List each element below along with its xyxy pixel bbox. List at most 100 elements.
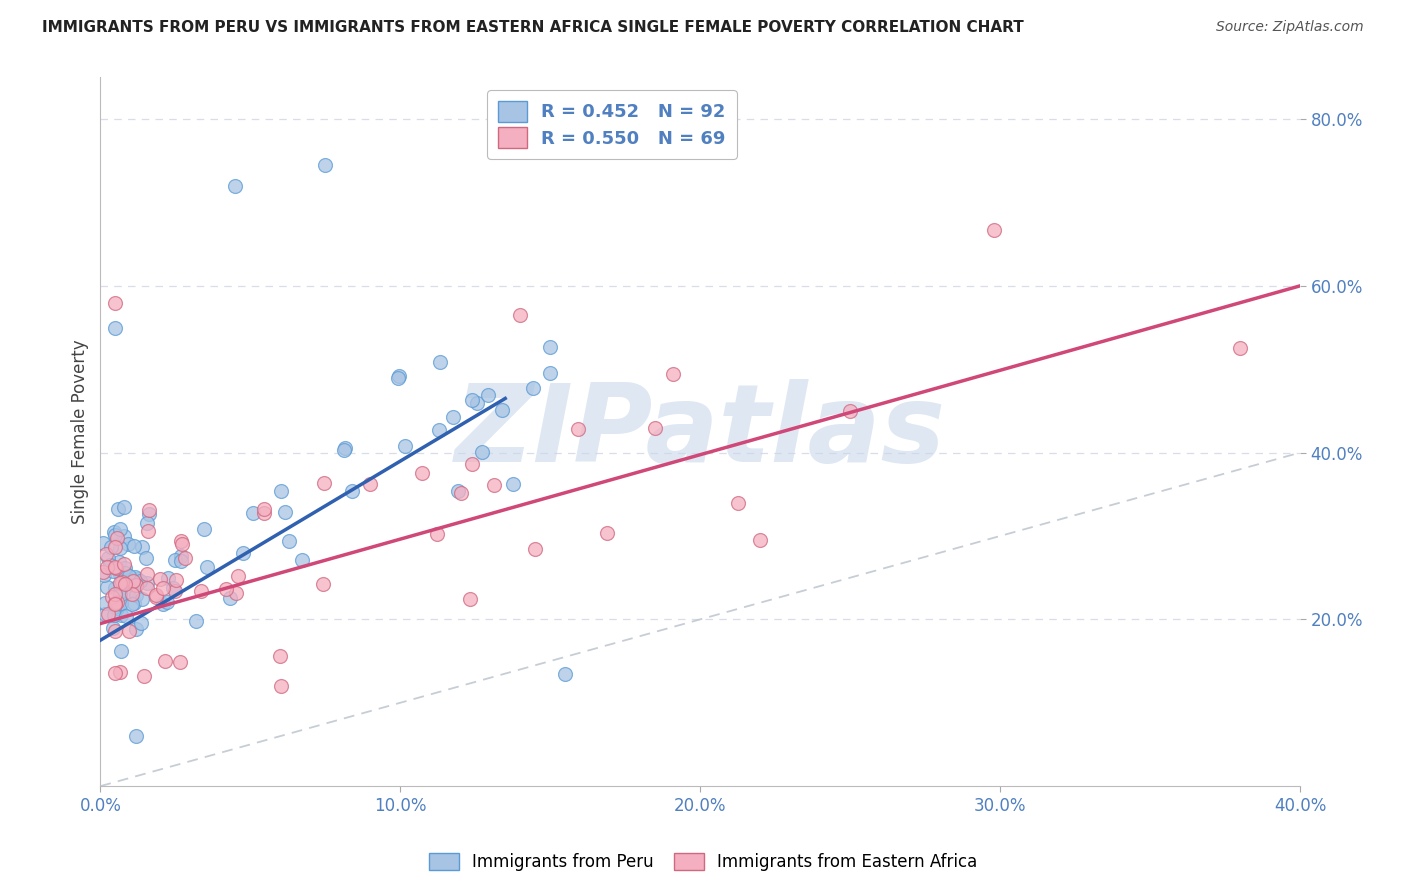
Point (125, 729, 148, 743)
Point (122, 539, 145, 553)
Point (156, 595, 179, 609)
Point (118, 624, 141, 638)
Point (136, 524, 159, 538)
Point (104, 596, 127, 610)
Point (538, 366, 561, 380)
Point (450, 485, 472, 500)
Point (219, 591, 242, 606)
Legend: Immigrants from Peru, Immigrants from Eastern Africa: Immigrants from Peru, Immigrants from Ea… (420, 845, 986, 880)
Point (125, 572, 148, 586)
Point (554, 666, 576, 681)
Point (108, 566, 131, 581)
Point (97, 607, 120, 621)
Point (94, 597, 117, 611)
Point (105, 532, 128, 546)
Point (129, 574, 152, 588)
Point (509, 308, 531, 322)
Point (839, 404, 862, 418)
Point (169, 655, 191, 669)
Point (232, 545, 254, 559)
Point (103, 524, 125, 539)
Point (114, 561, 136, 575)
Point (253, 502, 276, 516)
Point (165, 573, 187, 587)
Text: ZIPatlas: ZIPatlas (454, 379, 946, 484)
Point (108, 522, 131, 536)
Point (103, 607, 125, 622)
Point (110, 643, 132, 657)
Point (110, 541, 132, 555)
Point (170, 533, 193, 548)
Point (121, 574, 143, 588)
Point (152, 582, 174, 596)
Point (124, 570, 146, 584)
Point (105, 594, 128, 608)
Point (93, 566, 115, 580)
Point (103, 599, 125, 614)
Point (278, 534, 301, 549)
Point (114, 576, 136, 591)
Point (461, 393, 484, 408)
Legend: R = 0.452   N = 92, R = 0.550   N = 69: R = 0.452 N = 92, R = 0.550 N = 69 (488, 90, 737, 159)
Point (110, 665, 132, 679)
Point (104, 528, 127, 542)
Point (312, 475, 335, 490)
Point (482, 478, 505, 492)
Point (465, 396, 488, 410)
Point (360, 476, 382, 491)
Point (124, 596, 146, 610)
Point (136, 567, 159, 582)
Point (172, 537, 194, 551)
Point (595, 526, 617, 541)
Point (110, 607, 132, 622)
Point (253, 507, 276, 521)
Point (96, 547, 118, 561)
Point (124, 578, 146, 592)
Point (162, 581, 184, 595)
Point (441, 409, 464, 424)
Point (394, 439, 416, 453)
Point (135, 516, 157, 530)
Point (129, 616, 152, 631)
Point (335, 441, 357, 455)
Point (314, 158, 336, 172)
Point (460, 457, 482, 471)
Point (274, 504, 297, 518)
Point (124, 622, 146, 636)
Y-axis label: Single Female Poverty: Single Female Poverty (72, 340, 89, 524)
Point (112, 500, 135, 514)
Point (104, 624, 127, 638)
Point (118, 569, 141, 583)
Point (226, 569, 249, 583)
Point (269, 649, 291, 664)
Point (447, 484, 470, 499)
Point (477, 388, 499, 402)
Point (163, 584, 186, 599)
Point (152, 598, 174, 612)
Point (270, 484, 292, 499)
Point (104, 540, 127, 554)
Point (101, 621, 124, 635)
Point (291, 553, 314, 567)
Point (96, 559, 118, 574)
Point (411, 466, 433, 480)
Point (131, 591, 153, 606)
Point (184, 614, 207, 628)
Point (983, 223, 1005, 237)
Point (121, 597, 143, 611)
Point (104, 587, 127, 601)
Point (242, 506, 264, 520)
Point (98, 558, 121, 573)
Point (125, 589, 148, 603)
Point (502, 477, 524, 491)
Point (522, 382, 544, 396)
Point (138, 502, 160, 516)
Point (170, 553, 193, 567)
Text: Source: ZipAtlas.com: Source: ZipAtlas.com (1216, 20, 1364, 34)
Point (157, 571, 180, 585)
Point (458, 591, 481, 606)
Point (387, 371, 409, 385)
Point (104, 559, 127, 574)
Point (135, 551, 157, 566)
Point (93, 535, 115, 549)
